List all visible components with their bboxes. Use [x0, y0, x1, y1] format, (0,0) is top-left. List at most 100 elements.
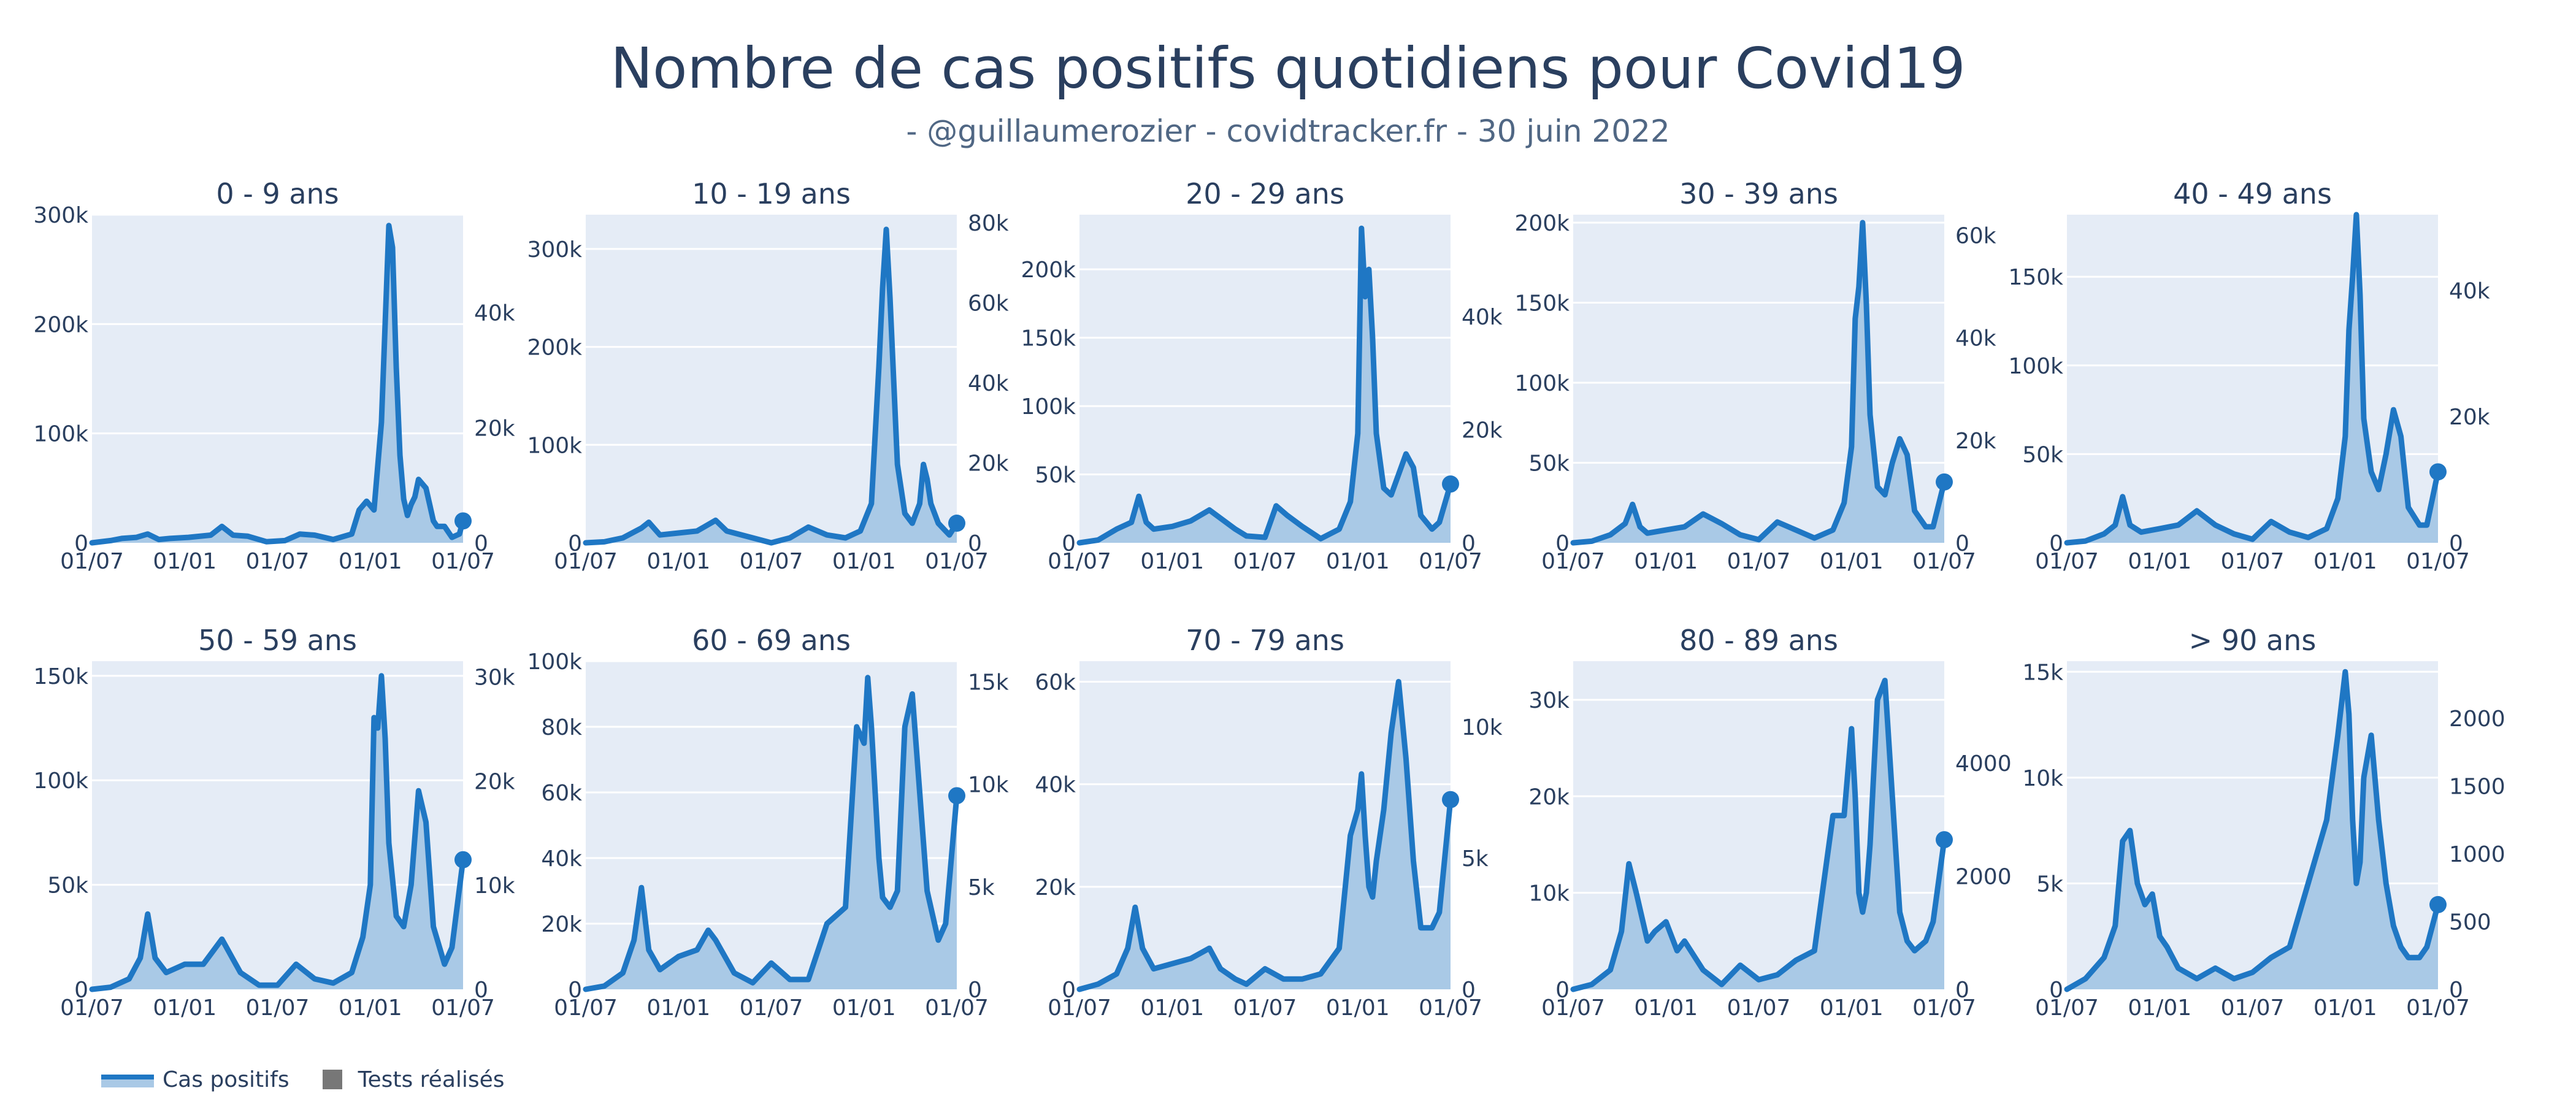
x-tick-label: 01/07 [2406, 995, 2470, 1021]
subplot-title: 40 - 49 ans [2173, 177, 2332, 210]
x-tick-label: 01/07 [1541, 549, 1605, 574]
cases-line [1076, 225, 1454, 546]
x-tick-label: 01/01 [1820, 549, 1884, 574]
x-tick-label: 01/01 [832, 549, 896, 574]
cases-line [1076, 678, 1454, 992]
y-tick-label: 200k [527, 335, 582, 361]
y-tick-label: 200k [33, 312, 88, 337]
y2-tick-label: 80k [968, 211, 1009, 236]
y2-tick-label: 2000 [1955, 865, 2012, 890]
y-tick-label: 100k [527, 650, 582, 675]
subplot-0: 0 - 9 ans 0 100k 200k 300k 0 20k 40k 01/07 01/01 0… [33, 177, 515, 574]
subplot-title: 80 - 89 ans [1679, 624, 1838, 657]
subplot-title: 50 - 59 ans [198, 624, 357, 657]
y-tick-label: 100k [1514, 371, 1570, 396]
y2-tick-label: 5k [968, 875, 995, 900]
y2-tick-label: 20k [2449, 405, 2490, 430]
y2-tick-label: 10k [968, 773, 1009, 798]
y2-tick-label: 0 [1955, 531, 1969, 556]
y-tick-label: 150k [1021, 326, 1076, 351]
y2-tick-label: 60k [1955, 223, 1996, 248]
cases-line [2064, 669, 2441, 992]
y-tick-label: 30k [1528, 688, 1570, 713]
x-tick-label: 01/01 [1634, 995, 1698, 1021]
y2-tick-label: 5k [1462, 846, 1489, 872]
y-tick-label: 300k [527, 237, 582, 263]
x-tick-label: 01/07 [2406, 549, 2470, 574]
x-tick-label: 01/01 [2313, 995, 2377, 1021]
x-tick-label: 01/01 [153, 995, 217, 1021]
x-tick-label: 01/07 [246, 549, 310, 574]
y-tick-label: 0 [74, 978, 88, 1003]
y-tick-label: 40k [541, 846, 582, 872]
x-tick-label: 01/07 [1233, 549, 1297, 574]
cases-area [2067, 215, 2438, 543]
y2-tick-label: 20k [968, 451, 1009, 477]
x-tick-label: 01/01 [646, 995, 710, 1021]
subplot-title: 60 - 69 ans [692, 624, 851, 657]
subplot-title: 20 - 29 ans [1186, 177, 1344, 210]
y2-tick-label: 0 [1462, 978, 1476, 1003]
subplot-7: 70 - 79 ans 0 20k 40k 60k 0 5k 10k 01/07 01/01 01/… [1035, 624, 1502, 1021]
cases-area [2067, 672, 2438, 989]
y-tick-label: 100k [2008, 354, 2063, 379]
legend-tests-swatch[interactable] [322, 1070, 342, 1089]
x-tick-label: 01/07 [2221, 995, 2285, 1021]
x-tick-label: 01/07 [60, 549, 124, 574]
y-tick-label: 60k [1035, 670, 1076, 695]
x-tick-label: 01/07 [2221, 549, 2285, 574]
subplot-1: 10 - 19 ans 0 100k 200k 300k 0 20k 40k 60k 80k 01/… [527, 177, 1008, 574]
y-tick-label: 0 [1555, 978, 1570, 1003]
x-tick-label: 01/07 [925, 995, 989, 1021]
y2-tick-label: 20k [474, 769, 515, 794]
y2-tick-label: 20k [474, 416, 515, 441]
y2-tick-label: 0 [968, 531, 982, 556]
subplot-title: 0 - 9 ans [216, 177, 339, 210]
x-tick-label: 01/07 [2035, 995, 2099, 1021]
x-tick-label: 01/07 [1541, 995, 1605, 1021]
y2-tick-label: 15k [968, 670, 1009, 695]
y-tick-label: 60k [541, 781, 582, 806]
x-tick-label: 01/01 [1140, 995, 1204, 1021]
subplot-title: 70 - 79 ans [1186, 624, 1344, 657]
y2-tick-label: 0 [968, 978, 982, 1003]
x-tick-label: 01/07 [1727, 995, 1791, 1021]
x-tick-label: 01/01 [1326, 995, 1390, 1021]
legend-tests-label[interactable]: Tests réalisés [358, 1067, 505, 1092]
y-tick-label: 50k [1528, 451, 1570, 477]
chart-title: Nombre de cas positifs quotidiens pour C… [610, 36, 1966, 101]
y2-tick-label: 30k [474, 665, 515, 690]
x-tick-label: 01/07 [554, 995, 618, 1021]
x-tick-label: 01/07 [1419, 549, 1482, 574]
x-tick-label: 01/07 [1233, 995, 1297, 1021]
cases-area [1079, 681, 1451, 989]
y-tick-label: 150k [2008, 265, 2063, 290]
last-point-marker [1936, 473, 1953, 491]
y-tick-label: 0 [568, 531, 582, 556]
y2-tick-label: 10k [1462, 715, 1503, 740]
x-tick-label: 01/01 [339, 995, 402, 1021]
legend-cas-label[interactable]: Cas positifs [163, 1067, 289, 1092]
cases-line [583, 675, 960, 992]
x-tick-label: 01/07 [1048, 995, 1111, 1021]
cases-line [1570, 220, 1947, 546]
y2-tick-label: 1500 [2449, 774, 2505, 799]
y-tick-label: 15k [2022, 660, 2063, 685]
y2-tick-label: 40k [1955, 326, 1996, 351]
subplot-2: 20 - 29 ans 0 50k 100k 150k 200k 0 20k 40k 01/07 0… [1021, 177, 1502, 574]
cases-line [583, 226, 960, 546]
cases-line [89, 673, 466, 992]
x-tick-label: 01/07 [1912, 995, 1976, 1021]
x-tick-label: 01/07 [431, 549, 495, 574]
y-tick-label: 0 [74, 531, 88, 556]
y-tick-label: 0 [2049, 978, 2063, 1003]
y-tick-label: 0 [1062, 978, 1076, 1003]
legend-line-swatch[interactable] [101, 1071, 154, 1087]
subplot-8: 80 - 89 ans 0 10k 20k 30k 0 2000 4000 01/07 01/01… [1528, 624, 2011, 1021]
y2-tick-label: 0 [2449, 978, 2463, 1003]
cases-area [92, 675, 463, 989]
y-tick-label: 0 [2049, 531, 2063, 556]
x-tick-label: 01/01 [2128, 549, 2191, 574]
x-tick-label: 01/01 [1634, 549, 1698, 574]
y2-tick-label: 60k [968, 291, 1009, 316]
